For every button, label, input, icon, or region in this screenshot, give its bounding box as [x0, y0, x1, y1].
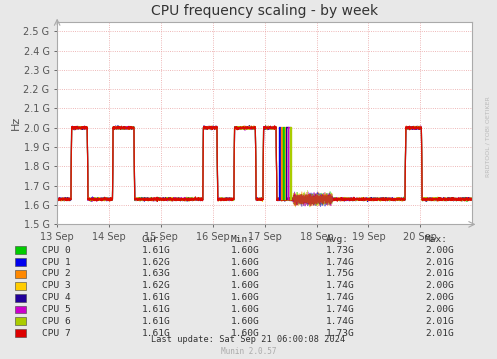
Text: CPU 3: CPU 3: [42, 281, 71, 290]
Text: 2.01G: 2.01G: [425, 257, 454, 267]
Text: CPU 0: CPU 0: [42, 246, 71, 255]
Text: CPU 7: CPU 7: [42, 328, 71, 338]
Text: 2.01G: 2.01G: [425, 269, 454, 279]
Text: 1.74G: 1.74G: [326, 317, 354, 326]
Text: Last update: Sat Sep 21 06:00:08 2024: Last update: Sat Sep 21 06:00:08 2024: [152, 335, 345, 344]
Text: 1.61G: 1.61G: [142, 328, 170, 338]
Text: 1.60G: 1.60G: [231, 257, 260, 267]
Text: 1.60G: 1.60G: [231, 246, 260, 255]
Text: 2.00G: 2.00G: [425, 305, 454, 314]
Text: CPU 6: CPU 6: [42, 317, 71, 326]
Text: 1.73G: 1.73G: [326, 246, 354, 255]
Text: Max:: Max:: [425, 235, 448, 244]
Text: 1.61G: 1.61G: [142, 305, 170, 314]
Text: 2.01G: 2.01G: [425, 328, 454, 338]
Title: CPU frequency scaling - by week: CPU frequency scaling - by week: [151, 4, 378, 18]
Y-axis label: Hz: Hz: [10, 116, 20, 130]
Text: Avg:: Avg:: [326, 235, 348, 244]
Text: Min:: Min:: [231, 235, 254, 244]
Text: 1.74G: 1.74G: [326, 293, 354, 302]
Text: 2.00G: 2.00G: [425, 281, 454, 290]
Text: Cur:: Cur:: [142, 235, 165, 244]
Text: 1.63G: 1.63G: [142, 269, 170, 279]
Text: 1.74G: 1.74G: [326, 257, 354, 267]
Text: RRDTOOL / TOBI OETIKER: RRDTOOL / TOBI OETIKER: [486, 96, 491, 177]
Text: 1.61G: 1.61G: [142, 317, 170, 326]
Text: 2.01G: 2.01G: [425, 317, 454, 326]
Text: 1.75G: 1.75G: [326, 269, 354, 279]
Text: CPU 1: CPU 1: [42, 257, 71, 267]
Text: 1.61G: 1.61G: [142, 246, 170, 255]
Text: 1.60G: 1.60G: [231, 293, 260, 302]
Text: 1.60G: 1.60G: [231, 269, 260, 279]
Text: 1.74G: 1.74G: [326, 305, 354, 314]
Text: 1.73G: 1.73G: [326, 328, 354, 338]
Text: CPU 2: CPU 2: [42, 269, 71, 279]
Text: 1.62G: 1.62G: [142, 281, 170, 290]
Text: 1.60G: 1.60G: [231, 281, 260, 290]
Text: 1.60G: 1.60G: [231, 317, 260, 326]
Text: 1.60G: 1.60G: [231, 328, 260, 338]
Text: 1.62G: 1.62G: [142, 257, 170, 267]
Text: CPU 4: CPU 4: [42, 293, 71, 302]
Text: 2.00G: 2.00G: [425, 293, 454, 302]
Text: 1.74G: 1.74G: [326, 281, 354, 290]
Text: 1.60G: 1.60G: [231, 305, 260, 314]
Text: Munin 2.0.57: Munin 2.0.57: [221, 347, 276, 356]
Text: 2.00G: 2.00G: [425, 246, 454, 255]
Text: CPU 5: CPU 5: [42, 305, 71, 314]
Text: 1.61G: 1.61G: [142, 293, 170, 302]
